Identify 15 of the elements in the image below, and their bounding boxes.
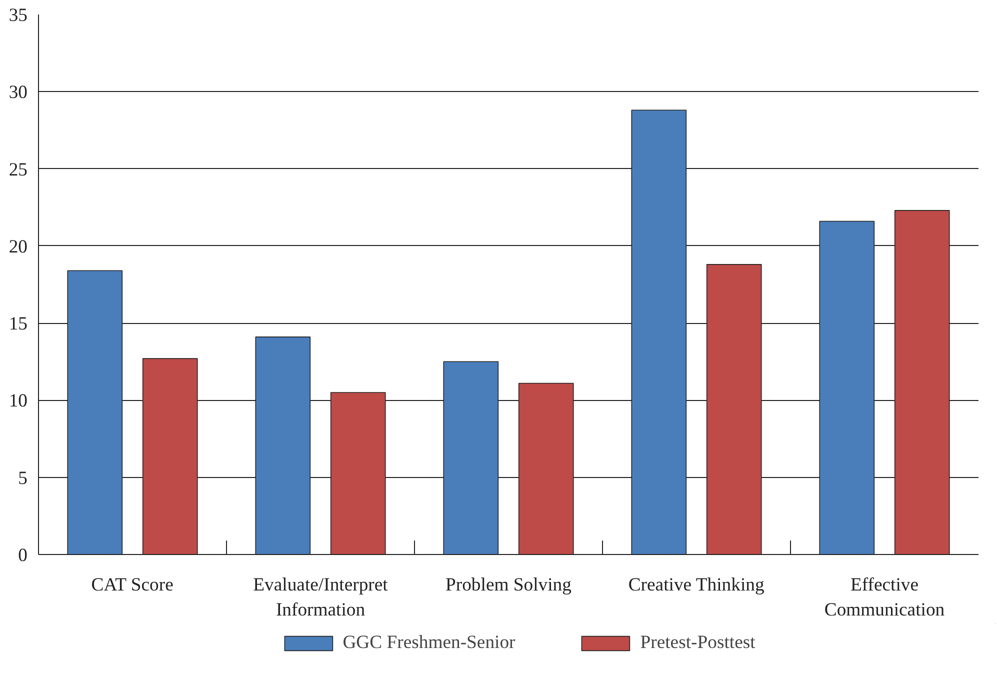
y-tick-label: 5 xyxy=(18,468,28,489)
y-tick-label: 0 xyxy=(18,545,28,566)
x-tick-label: Evaluate/Interpret Information xyxy=(253,574,389,621)
y-tick-label: 25 xyxy=(8,159,28,180)
y-tick-label: 20 xyxy=(8,236,28,258)
x-tick-label: CAT Score xyxy=(91,574,174,596)
x-tick-label: Effective Communication xyxy=(824,574,946,621)
x-tick-label: Creative Thinking xyxy=(628,574,764,596)
y-tick-label: 15 xyxy=(8,314,28,335)
y-tick-label: 30 xyxy=(8,82,28,104)
y-tick-label: 10 xyxy=(8,390,28,412)
legend-label: Pretest-Posttest xyxy=(640,632,756,654)
y-tick-label: 35 xyxy=(8,5,28,26)
x-tick-label: Problem Solving xyxy=(446,574,572,596)
legend-label: GGC Freshmen-Senior xyxy=(342,632,516,654)
